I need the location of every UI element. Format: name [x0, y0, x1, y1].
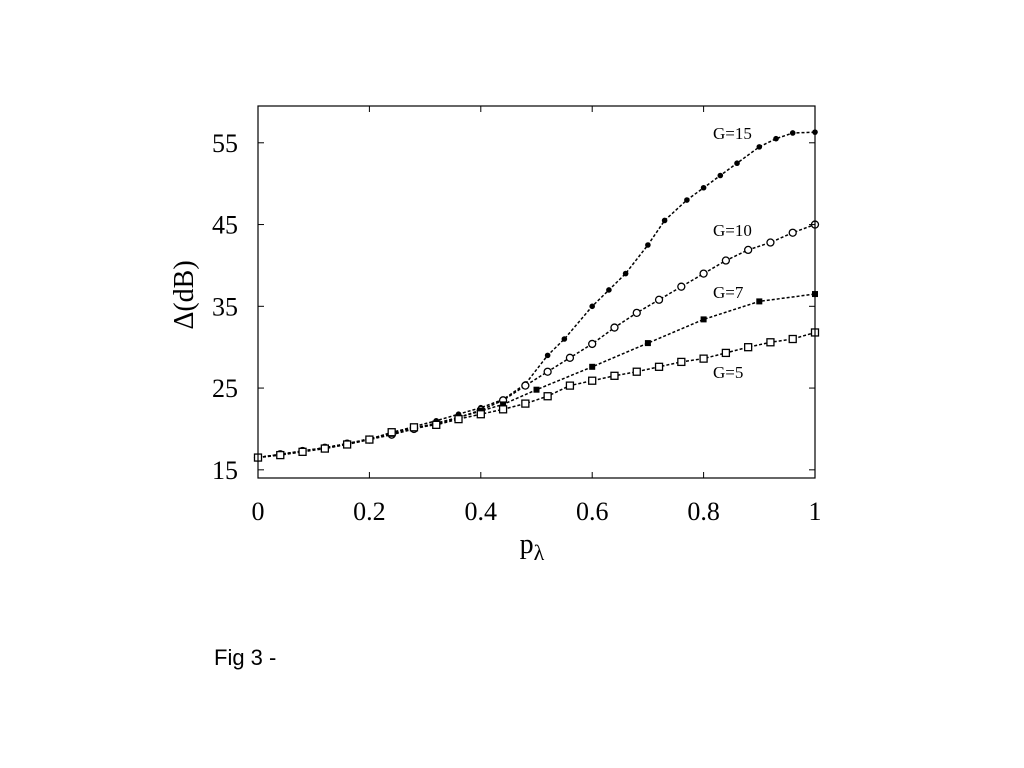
- data-point: [298, 447, 307, 456]
- data-point: [677, 357, 686, 367]
- plot-area: G=15 G=10 G=7 G=5: [253, 124, 820, 462]
- data-point: [734, 160, 740, 167]
- data-point: [544, 352, 551, 359]
- data-point: [766, 238, 775, 247]
- data-point: [533, 386, 540, 393]
- data-point: [454, 414, 463, 424]
- y-tick-label: 35: [212, 292, 238, 321]
- x-tick-label: 0: [252, 497, 265, 526]
- series-g-5: G=5: [253, 328, 820, 462]
- data-point: [610, 323, 619, 332]
- data-point: [632, 367, 641, 376]
- data-point: [365, 435, 374, 444]
- data-point: [773, 135, 779, 142]
- data-point: [644, 340, 651, 347]
- data-point: [654, 295, 664, 304]
- data-point: [498, 405, 508, 414]
- series-label: G=10: [713, 221, 752, 240]
- x-axis-title-sub: λ: [534, 540, 545, 565]
- data-point: [788, 228, 797, 237]
- x-tick-label: 0.4: [465, 497, 498, 526]
- data-point: [684, 197, 690, 203]
- data-point: [521, 381, 530, 390]
- data-point: [717, 172, 724, 179]
- data-point: [543, 392, 552, 401]
- data-point: [654, 362, 664, 371]
- data-point: [561, 336, 568, 342]
- data-point: [606, 287, 612, 293]
- y-tick-label: 15: [212, 456, 238, 485]
- data-point: [409, 423, 419, 432]
- data-point: [543, 367, 552, 376]
- data-point: [500, 401, 507, 408]
- data-point: [521, 399, 530, 408]
- figure-caption: Fig 3 -: [214, 645, 277, 670]
- series-line: [257, 223, 816, 459]
- data-point: [756, 298, 763, 305]
- x-tick-label: 0.6: [576, 497, 609, 526]
- y-tick-label: 55: [212, 129, 238, 158]
- data-point: [677, 282, 686, 291]
- data-point: [632, 308, 641, 317]
- x-axis-title: pλ: [520, 529, 545, 565]
- axes: 0 0.2 0.4 0.6 0.8 1 15 25 35 45 55: [212, 105, 822, 526]
- data-point: [342, 440, 352, 449]
- data-point: [788, 334, 797, 344]
- data-point: [589, 303, 595, 310]
- data-point: [588, 339, 597, 349]
- data-point: [721, 348, 731, 358]
- data-point: [744, 343, 753, 352]
- y-tick-label: 45: [212, 211, 238, 240]
- data-point: [432, 420, 441, 430]
- y-tick-label: 25: [212, 374, 238, 403]
- data-point: [700, 184, 707, 191]
- series-g-10: G=10: [253, 220, 820, 462]
- data-point: [645, 242, 651, 248]
- data-point: [476, 410, 485, 419]
- data-point: [756, 144, 763, 150]
- data-point: [766, 338, 775, 347]
- data-point: [789, 130, 796, 136]
- series-label: G=5: [713, 363, 743, 382]
- y-axis-title: Δ(dB): [169, 260, 200, 329]
- data-point: [565, 381, 575, 390]
- data-point: [610, 371, 619, 380]
- data-point: [622, 270, 629, 277]
- data-point: [661, 217, 668, 224]
- data-point: [699, 354, 708, 363]
- data-point: [276, 450, 285, 460]
- data-point: [588, 376, 597, 385]
- series-line: [257, 331, 816, 459]
- data-point: [721, 256, 731, 265]
- x-tick-label: 1: [809, 497, 822, 526]
- series-label: G=15: [713, 124, 752, 143]
- plot-frame: [257, 105, 816, 479]
- x-axis-title-main: p: [520, 529, 534, 560]
- x-tick-label: 0.2: [353, 497, 386, 526]
- data-point: [565, 353, 575, 362]
- x-tick-label: 0.8: [687, 497, 720, 526]
- data-point: [744, 245, 753, 255]
- series-label: G=7: [713, 283, 744, 302]
- data-point: [699, 269, 708, 278]
- data-point: [589, 363, 596, 370]
- data-point: [387, 428, 396, 437]
- data-point: [700, 316, 707, 323]
- data-point: [320, 444, 329, 453]
